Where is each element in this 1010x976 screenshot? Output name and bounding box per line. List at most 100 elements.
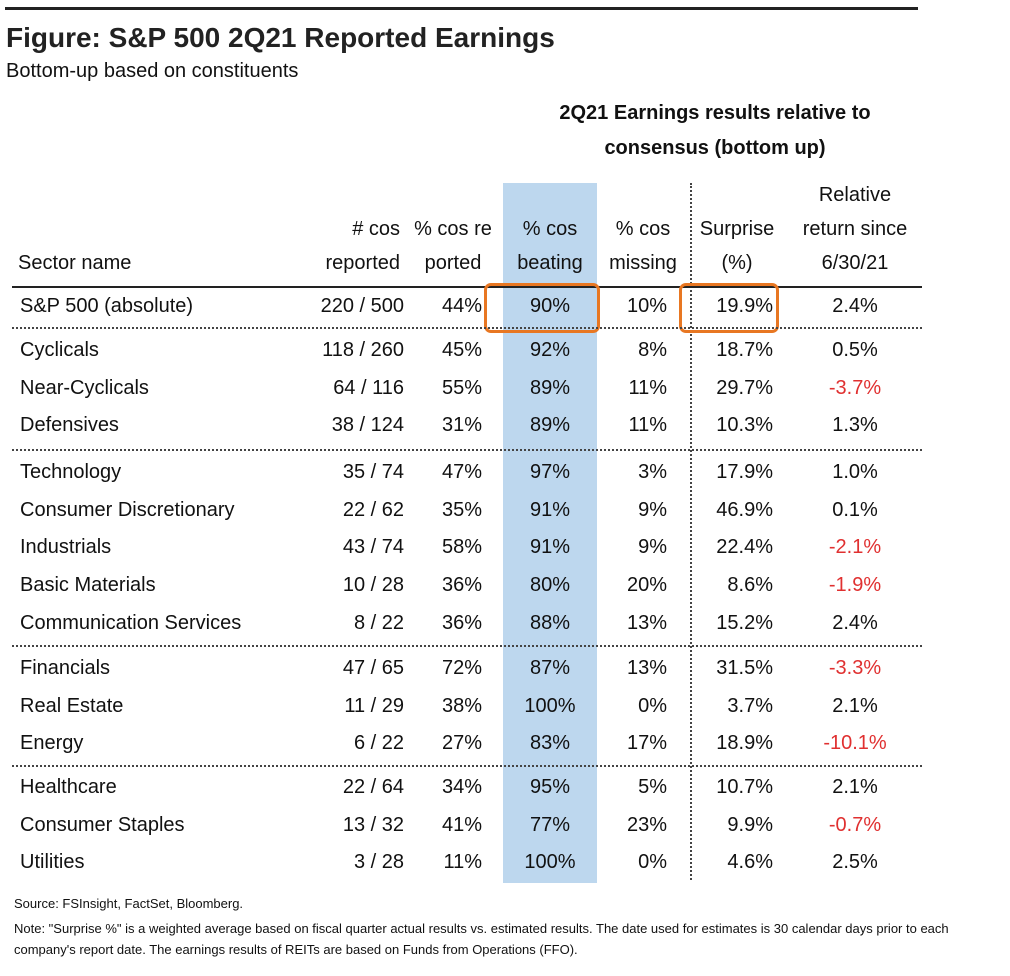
column-header: # cos reported [325, 218, 401, 274]
table-cell: 0.5% [832, 339, 878, 361]
sector-name: Healthcare [20, 776, 117, 798]
table-cell: 13 / 32 [342, 813, 404, 836]
table-cell: 83% [529, 732, 571, 755]
table-cell: 44% [441, 295, 482, 317]
table-cell: 92% [529, 339, 571, 361]
table-cell: 89% [529, 376, 571, 399]
column-header: % cos missing [609, 218, 677, 274]
table-cell: 13% [626, 657, 667, 679]
sector-name: Industrials [20, 536, 112, 559]
table-cell: 1.3% [832, 414, 878, 437]
table-cell: 34% [441, 776, 482, 798]
column-header: Sector name [18, 252, 132, 274]
table-cell: 88% [529, 611, 571, 634]
group-separator [12, 449, 922, 451]
table-cell: -10.1% [823, 732, 887, 755]
group-header: 2Q21 Earnings results relative to consen… [559, 102, 871, 159]
table-cell: 38% [441, 694, 482, 717]
table-cell: -3.7% [828, 376, 882, 399]
table-cell: 3.7% [727, 694, 773, 717]
table-cell: 100% [524, 694, 576, 717]
table-cell: 31.5% [716, 657, 773, 679]
table-cell: 0.1% [832, 498, 878, 521]
table-cell: 11% [628, 376, 667, 399]
table-cell: 77% [529, 813, 571, 836]
top-rule [5, 7, 918, 10]
table-cell: 17.9% [716, 461, 773, 483]
table-cell: 46.9% [716, 498, 773, 521]
sector-name: Basic Materials [20, 574, 156, 597]
column-header: Surprise (%) [699, 218, 775, 274]
table-cell: -3.3% [828, 657, 882, 679]
table-cell: 43 / 74 [342, 536, 404, 559]
table-cell: 10 / 28 [342, 574, 404, 597]
table-cell: 91% [529, 498, 571, 521]
table-cell: 9.9% [727, 813, 773, 836]
group-separator [12, 327, 922, 329]
table-cell: 41% [441, 813, 482, 836]
table-cell: 15.2% [716, 611, 773, 634]
sector-name: Real Estate [20, 694, 124, 717]
table-cell: 97% [529, 461, 571, 483]
table-cell: 72% [441, 657, 482, 679]
table-cell: 87% [529, 657, 571, 679]
table-cell: 3% [638, 461, 667, 483]
table-cell: 9% [638, 536, 667, 559]
table-cell: 220 / 500 [320, 295, 404, 317]
table-cell: 22 / 64 [342, 776, 404, 798]
callout-box [679, 283, 779, 333]
table-cell: 0% [638, 851, 667, 874]
sector-name: Utilities [20, 851, 85, 874]
source: Source: FSInsight, FactSet, Bloomberg. [14, 896, 244, 911]
table-cell: 23% [626, 813, 667, 836]
sector-name: Communication Services [20, 611, 242, 634]
note: Note: "Surprise %" is a weighted average… [14, 921, 949, 957]
table-cell: 89% [529, 414, 571, 437]
table-cell: 58% [441, 536, 482, 559]
table-cell: 18.7% [716, 339, 773, 361]
sector-name: Consumer Staples [20, 813, 185, 836]
table-cell: 3 / 28 [353, 851, 404, 874]
subtitle: Bottom-up based on constituents [6, 60, 299, 82]
column-divider [690, 183, 692, 880]
table-cell: 38 / 124 [331, 414, 404, 437]
table-cell: 0% [638, 694, 667, 717]
table-cell: 11% [443, 851, 482, 874]
table-cell: 36% [441, 611, 482, 634]
sector-name: Financials [20, 657, 111, 679]
table-cell: 13% [626, 611, 667, 634]
table-cell: 55% [441, 376, 482, 399]
table-cell: 1.0% [832, 461, 878, 483]
table-cell: 9% [638, 498, 667, 521]
table-cell: 29.7% [716, 376, 773, 399]
table-cell: 118 / 260 [322, 339, 404, 361]
table-cell: 10.7% [716, 776, 773, 798]
sector-name: Energy [20, 732, 84, 755]
table-cell: 10% [626, 295, 667, 317]
group-separator [12, 765, 922, 767]
table-cell: 95% [529, 776, 571, 798]
table-cell: 22 / 62 [342, 498, 404, 521]
header-rule [12, 286, 922, 288]
sector-name: S&P 500 (absolute) [20, 295, 194, 317]
table-cell: 91% [529, 536, 571, 559]
table-cell: 10.3% [716, 414, 773, 437]
column-header: % cos beating [517, 218, 583, 274]
table-cell: 36% [441, 574, 482, 597]
sector-name: Cyclicals [20, 339, 99, 361]
table-cell: -2.1% [828, 536, 882, 559]
table-cell: 64 / 116 [333, 376, 404, 399]
sector-name: Defensives [20, 414, 119, 437]
table-cell: 6 / 22 [353, 732, 404, 755]
table-cell: 2.5% [832, 851, 878, 874]
table-cell: 45% [441, 339, 482, 361]
sector-name: Consumer Discretionary [20, 498, 235, 521]
table-cell: -1.9% [828, 574, 882, 597]
title: Figure: S&P 500 2Q21 Reported Earnings [6, 22, 555, 53]
table-cell: 90% [529, 295, 571, 317]
table-cell: 20% [626, 574, 667, 597]
table-cell: 18.9% [716, 732, 773, 755]
table-cell: 100% [524, 851, 576, 874]
table-cell: 47 / 65 [342, 657, 404, 679]
table-cell: 2.4% [832, 295, 878, 317]
